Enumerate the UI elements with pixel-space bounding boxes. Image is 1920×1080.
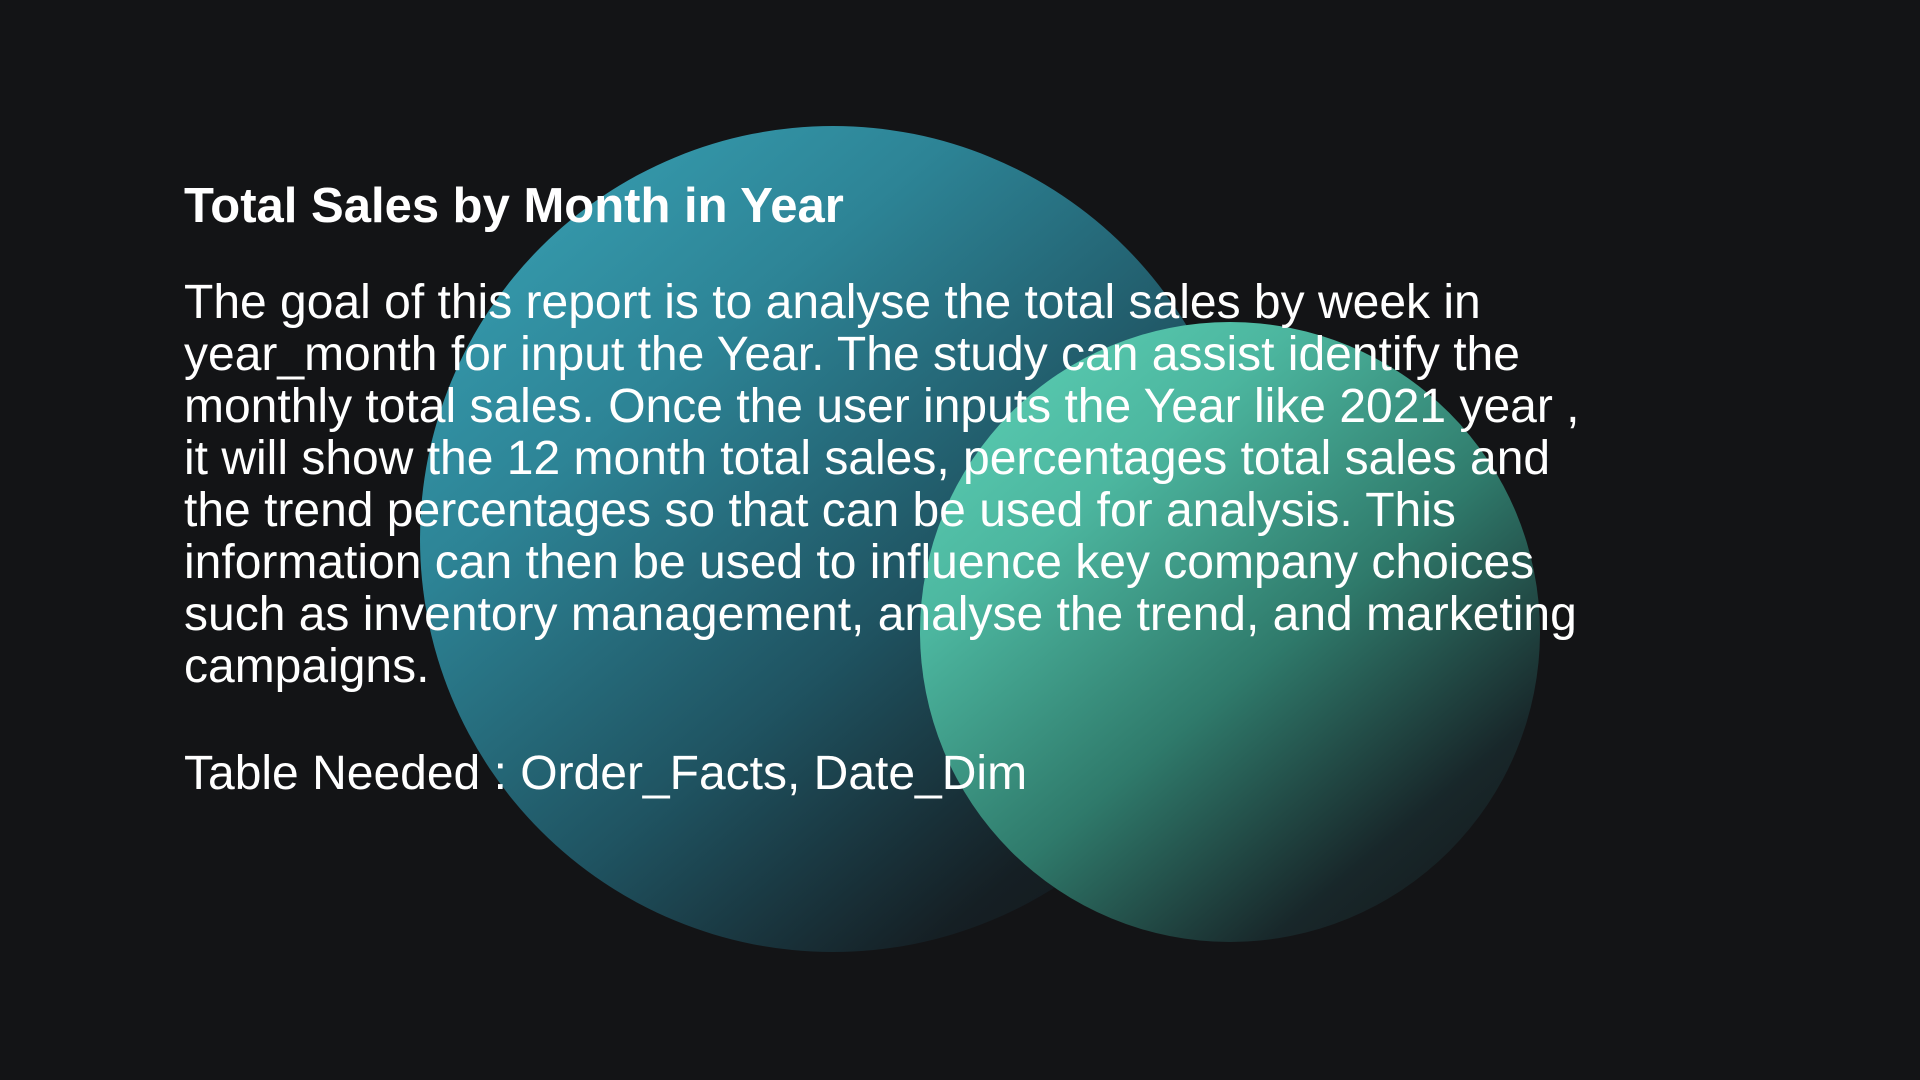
slide-content: Total Sales by Month in Year The goal of… [184, 175, 1744, 803]
tables-needed: Table Needed : Order_Facts, Date_Dim [184, 747, 1028, 800]
report-description: The goal of this report is to analyse th… [184, 276, 1580, 693]
decorative-orb-small [920, 322, 1540, 942]
slide-title: Total Sales by Month in Year [184, 179, 844, 233]
